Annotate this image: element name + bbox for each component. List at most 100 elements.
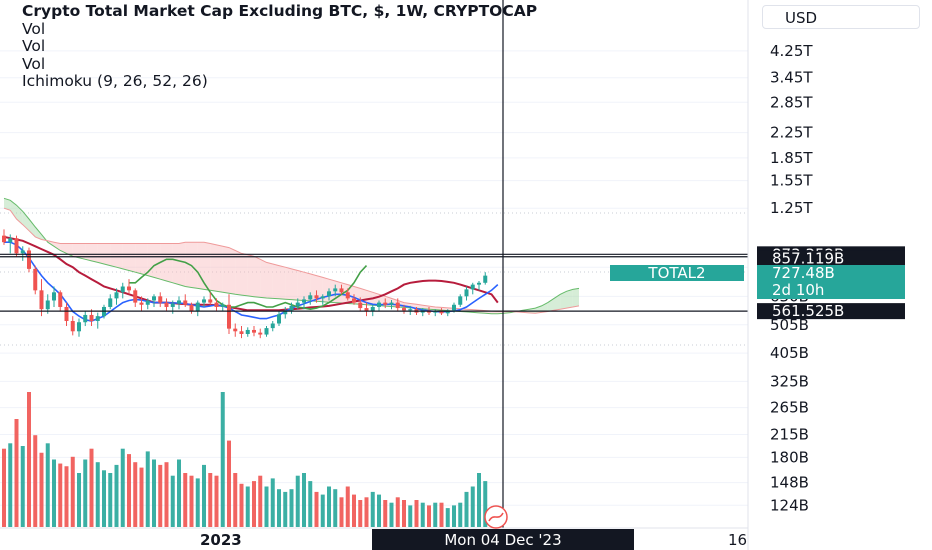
cloud-segment [191,242,198,289]
volume-bar [39,452,44,527]
candle-body [483,275,488,283]
cloud-segment [329,279,336,303]
study-vol-3[interactable]: Vol [22,54,46,73]
candle-body [227,304,231,329]
crosshair-date-label: Mon 04 Dec '23 [444,531,561,549]
volume-bar [327,486,331,527]
cloud-segment [235,250,242,296]
candle-body [358,302,363,309]
volume-bar [483,481,488,527]
cloud-segment [160,243,167,281]
volume-bar [227,440,231,527]
volume-bar [208,473,213,527]
low-line-label: 857.119B [772,250,844,268]
cloud-segment [91,243,98,263]
price-tick-label: 215B [770,426,809,444]
candle-body [114,292,119,299]
candle-body [239,331,244,334]
price-tick-label: 180B [770,448,809,466]
volume-bar [114,464,119,527]
cloud-segment [572,288,579,307]
study-vol-1[interactable]: Vol [22,19,46,38]
cloud-segment [297,270,304,301]
candle-body [339,288,344,293]
price-tick-label: 505B [770,316,809,334]
volume-bar [370,491,375,527]
symbol-title[interactable]: Crypto Total Market Cap Excluding BTC, $… [22,3,538,20]
price-tick-label: 1.55T [770,172,813,190]
candle-body [52,292,56,301]
volume-bar [8,443,13,527]
candles [2,229,488,339]
candle-body [383,302,388,305]
volume-bar [139,467,144,527]
volume-bar [414,500,419,527]
volume-bar [102,470,106,527]
volume-bar [95,462,100,527]
cloud-segment [85,243,92,261]
candle-body [70,321,75,332]
cloud-segment [310,273,317,302]
volume-bar [145,451,150,527]
candle-body [389,302,394,305]
candle-body [320,296,325,299]
volume-bar [427,505,431,527]
price-tick-label: 4.25T [770,42,813,60]
cloud-segment [266,262,273,299]
cloud-segment [279,265,286,300]
candle-body [220,304,225,307]
volume-bar [358,500,363,527]
candle-body [189,304,194,312]
volume-bar [14,419,19,527]
volume-bar [45,443,50,527]
candle-body [402,308,406,311]
candle-body [108,298,113,307]
volume-bar [314,491,319,527]
time-axis: 2023 16 Mon 04 Dec '23 [0,527,748,550]
cloud-segment [79,243,86,260]
volume-bar [458,502,463,527]
candle-body [433,311,438,313]
cloud-segment [291,268,298,301]
volume-bar [77,473,81,527]
volume-bar [352,494,356,527]
candle-body [258,332,263,335]
candle-body [333,288,338,292]
cloud-segment [129,243,136,273]
volume-bar [127,454,131,527]
volume-bar [58,463,63,527]
currency-button[interactable]: USD [762,5,920,29]
volume-bar [164,462,169,527]
cloud-segment [147,243,154,278]
volume-bar [420,502,425,527]
volume-bar [158,464,163,527]
study-ichimoku[interactable]: Ichimoku (9, 26, 52, 26) [22,72,208,90]
study-vol-2[interactable]: Vol [22,37,46,55]
candle-body [20,250,25,254]
candle-body [364,308,369,312]
cloud-segment [247,254,254,297]
cloud-segment [254,256,261,298]
candle-body [327,291,331,297]
volume-bar [333,489,338,527]
candle-body [2,235,6,243]
cloud-segment [272,264,279,299]
candle-body [452,304,456,311]
crosshair-price-label: 561.525B [772,302,844,320]
volume-bar [402,500,406,527]
candle-body [308,295,313,300]
volume-bar [308,481,313,527]
candle-body [64,306,69,322]
price-tick-label: 124B [770,496,809,514]
cloud-segment [241,253,248,296]
cloud-segment [260,259,267,298]
candle-body [77,322,81,332]
cloud-segment [229,247,236,295]
candle-body [277,314,281,324]
candle-body [14,238,19,254]
volume-bar [395,497,400,527]
cloud-segment [566,289,573,309]
candle-body [458,296,463,305]
price-tick-label: 405B [770,344,809,362]
